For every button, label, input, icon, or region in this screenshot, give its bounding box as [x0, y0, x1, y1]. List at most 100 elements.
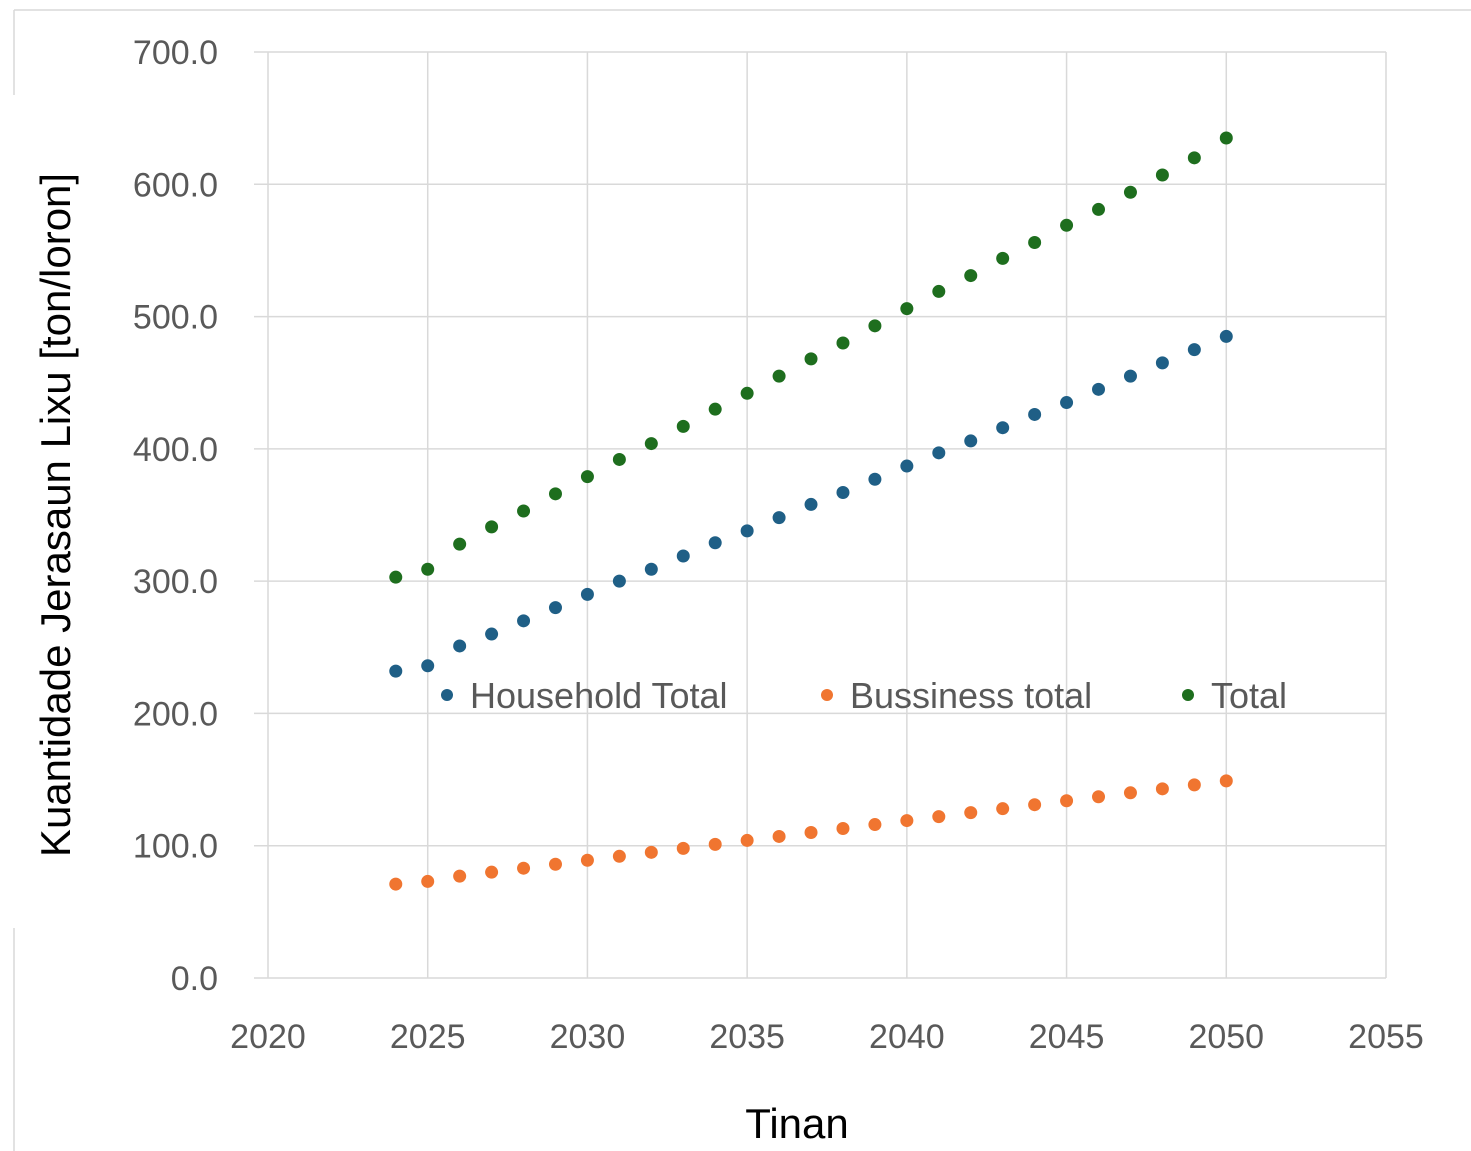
data-point	[1060, 218, 1074, 232]
legend-entry: Bussiness total	[821, 675, 1092, 716]
data-point	[804, 825, 818, 839]
data-point	[421, 659, 435, 673]
data-point	[740, 833, 754, 847]
data-point	[389, 877, 403, 891]
legend-marker	[441, 689, 453, 701]
data-point	[836, 336, 850, 350]
y-tick-label: 100.0	[133, 828, 218, 866]
y-tick-label: 600.0	[133, 166, 218, 204]
data-point	[772, 369, 786, 383]
data-point	[900, 459, 914, 473]
gridlines	[254, 51, 1387, 979]
data-point	[580, 587, 594, 601]
legend-entry: Household Total	[441, 675, 728, 716]
x-tick-label: 2045	[1029, 1018, 1105, 1056]
series-2	[389, 131, 1233, 584]
data-point	[1123, 369, 1137, 383]
data-point	[1187, 778, 1201, 792]
data-point	[485, 865, 499, 879]
data-point	[421, 874, 435, 888]
data-point	[517, 614, 531, 628]
series-1	[389, 774, 1233, 891]
y-tick-label: 200.0	[133, 695, 218, 733]
data-point	[644, 562, 658, 576]
data-point	[996, 802, 1010, 816]
data-point	[1123, 786, 1137, 800]
data-point	[517, 504, 531, 518]
legend: Household Total Bussiness total Total	[441, 675, 1287, 716]
data-point	[1092, 382, 1106, 396]
data-point	[996, 421, 1010, 435]
data-point	[868, 818, 882, 832]
data-point	[1060, 396, 1074, 410]
data-point	[612, 574, 626, 588]
data-point	[453, 869, 467, 883]
data-point	[644, 437, 658, 451]
data-point	[900, 814, 914, 828]
legend-label: Total	[1211, 675, 1287, 716]
data-point	[804, 352, 818, 366]
y-tick-label: 0.0	[171, 960, 218, 998]
data-point	[1155, 168, 1169, 182]
legend-entry: Total	[1182, 675, 1287, 716]
data-point	[485, 627, 499, 641]
data-point	[453, 639, 467, 653]
data-point	[453, 537, 467, 551]
data-point	[1123, 185, 1137, 199]
x-tick-label: 2050	[1188, 1018, 1264, 1056]
data-point	[932, 446, 946, 460]
x-tick-label: 2040	[869, 1018, 945, 1056]
y-tick-label: 300.0	[133, 563, 218, 601]
data-point	[1092, 790, 1106, 804]
series-0	[389, 329, 1233, 678]
data-point	[1028, 798, 1042, 812]
y-axis-title: Kuantidade Jerasaun Lixu [ton/loron]	[32, 173, 79, 857]
data-point	[772, 511, 786, 525]
data-point	[932, 284, 946, 298]
x-tick-label: 2035	[709, 1018, 785, 1056]
data-point	[612, 849, 626, 863]
data-point	[836, 486, 850, 500]
legend-marker	[1182, 689, 1194, 701]
data-point	[1155, 356, 1169, 370]
data-point	[580, 470, 594, 484]
x-tick-label: 2030	[550, 1018, 626, 1056]
data-point	[1219, 131, 1233, 145]
legend-label: Household Total	[470, 675, 728, 716]
y-tick-label: 500.0	[133, 299, 218, 337]
data-point	[676, 549, 690, 563]
data-point	[1219, 774, 1233, 788]
data-point	[964, 806, 978, 820]
y-tick-label: 400.0	[133, 431, 218, 469]
data-point	[708, 837, 722, 851]
data-point	[1187, 343, 1201, 357]
data-point	[740, 524, 754, 538]
x-tick-label: 2025	[390, 1018, 466, 1056]
data-point	[548, 601, 562, 615]
data-point	[676, 841, 690, 855]
data-point	[1092, 202, 1106, 216]
data-point	[676, 419, 690, 433]
data-point	[900, 302, 914, 316]
data-point	[708, 536, 722, 550]
legend-label: Bussiness total	[850, 675, 1092, 716]
data-points	[389, 131, 1233, 891]
x-axis-title: Tinan	[745, 1100, 849, 1147]
y-tick-label: 700.0	[133, 34, 218, 72]
data-point	[740, 386, 754, 400]
x-tick-label: 2055	[1348, 1018, 1424, 1056]
data-point	[1219, 329, 1233, 343]
data-point	[485, 520, 499, 534]
tick-labels: 2020 2025 2030 2035 2040 2045 2050 2055 0.0 100.0…	[133, 34, 1424, 1056]
data-point	[1155, 782, 1169, 796]
data-point	[772, 829, 786, 843]
data-point	[1187, 151, 1201, 165]
data-point	[389, 570, 403, 584]
data-point	[612, 452, 626, 466]
data-point	[964, 269, 978, 283]
data-point	[708, 402, 722, 416]
data-point	[804, 497, 818, 511]
data-point	[868, 472, 882, 486]
